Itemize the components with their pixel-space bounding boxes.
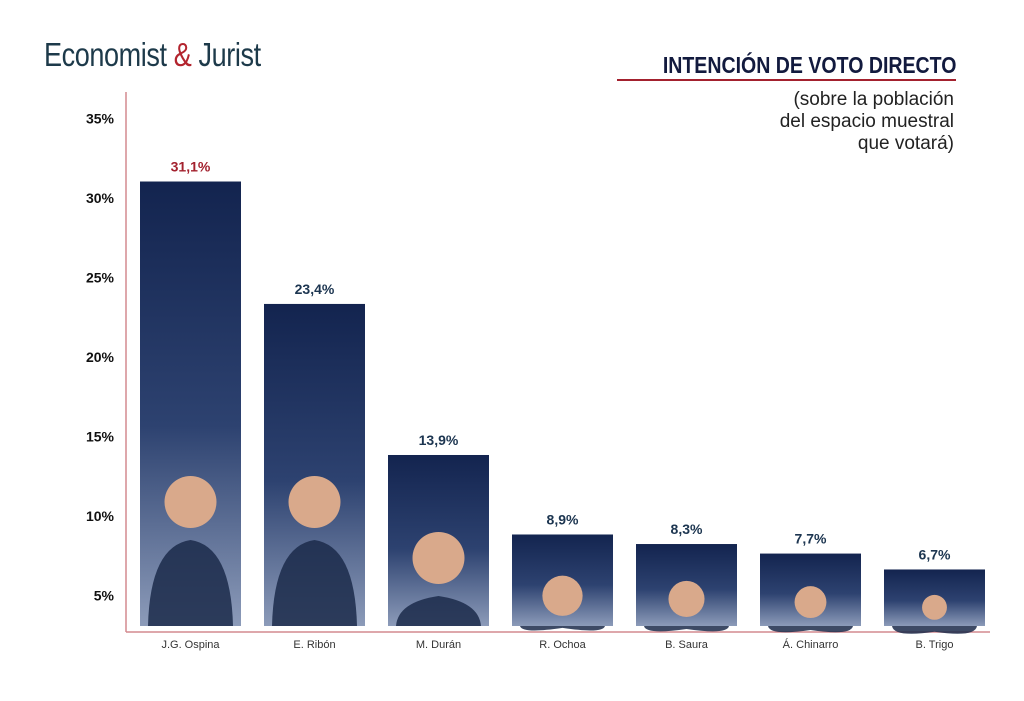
subtitle-line: (sobre la población — [793, 89, 954, 110]
chart-subtitle: (sobre la población del espacio muestral… — [654, 89, 954, 155]
category-label: E. Ribón — [293, 639, 335, 651]
category-label: M. Durán — [416, 639, 461, 651]
y-tick-label: 30% — [86, 190, 115, 206]
y-tick-label: 5% — [94, 588, 115, 604]
value-label: 13,9% — [419, 432, 459, 448]
logo: Economist & Jurist — [44, 36, 261, 74]
portrait-body-icon — [396, 595, 481, 626]
portrait-head-icon — [288, 476, 341, 528]
portrait-body-icon — [892, 626, 977, 634]
y-tick-label: 20% — [86, 349, 115, 365]
portrait-body-icon — [644, 626, 729, 632]
category-label: Á. Chinarro — [783, 638, 839, 651]
category-label: B. Trigo — [916, 639, 954, 651]
value-label: 23,4% — [295, 281, 335, 297]
value-label: 8,9% — [547, 511, 579, 527]
title-underline — [617, 79, 956, 81]
portrait-head-icon — [794, 586, 827, 619]
portrait-head-icon — [922, 594, 947, 620]
portrait-body-icon — [272, 540, 357, 626]
value-label: 6,7% — [919, 546, 951, 562]
logo-text-2: Jurist — [198, 36, 262, 73]
portrait-body-icon — [148, 540, 233, 626]
logo-text: Economist — [44, 36, 167, 73]
portrait-head-icon — [412, 531, 465, 584]
chart-title: INTENCIÓN DE VOTO DIRECTO — [662, 52, 956, 78]
category-label: B. Saura — [665, 639, 709, 651]
y-tick-label: 10% — [86, 508, 115, 524]
logo-ampersand: & — [173, 36, 192, 73]
portrait-head-icon — [668, 580, 705, 617]
value-label: 8,3% — [671, 521, 703, 537]
portrait-head-icon — [164, 476, 217, 528]
value-label: 31,1% — [171, 159, 211, 175]
portrait-head-icon — [542, 575, 583, 616]
portrait-body-icon — [520, 626, 605, 631]
y-tick-label: 25% — [86, 270, 115, 286]
portrait-body-icon — [768, 626, 853, 633]
subtitle-line: que votará) — [857, 133, 954, 154]
category-label: R. Ochoa — [539, 639, 586, 651]
y-tick-label: 15% — [86, 429, 115, 445]
category-label: J.G. Ospina — [161, 639, 220, 651]
y-tick-label: 35% — [86, 111, 115, 127]
subtitle-line: del espacio muestral — [779, 111, 954, 132]
value-label: 7,7% — [795, 531, 827, 547]
